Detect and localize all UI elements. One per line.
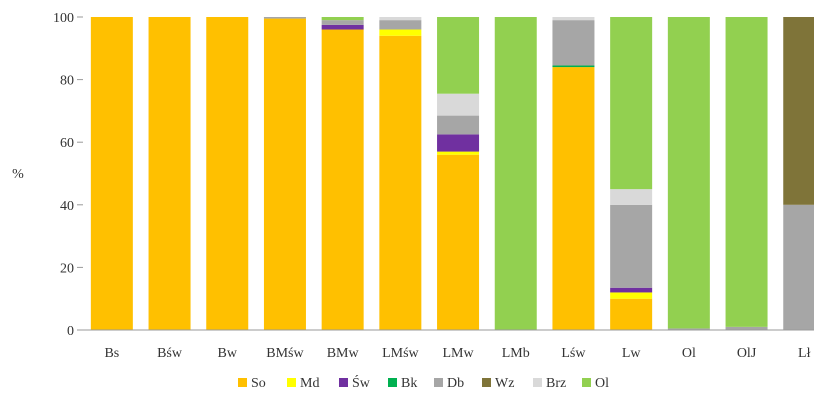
legend-item: Db bbox=[434, 376, 464, 391]
y-axis-title: % bbox=[12, 167, 24, 182]
bar-stack-5 bbox=[379, 17, 422, 330]
x-tick-label: LMw bbox=[442, 346, 474, 361]
bar-segment bbox=[437, 115, 480, 135]
bar-segment bbox=[379, 20, 422, 30]
bar-segment bbox=[494, 17, 537, 330]
legend-label: Św bbox=[352, 374, 371, 391]
legend-item: So bbox=[238, 376, 266, 391]
bar-segment bbox=[437, 151, 480, 155]
x-tick-label: BMw bbox=[327, 346, 360, 361]
x-tick-label: OlJ bbox=[737, 346, 757, 361]
legend-label: Db bbox=[447, 376, 464, 391]
y-axis: 0 20 40 60 80 100 bbox=[53, 11, 83, 339]
bar-stack-12 bbox=[783, 17, 814, 330]
bar-stack-9 bbox=[610, 17, 653, 330]
bar-segment bbox=[725, 326, 768, 330]
legend-label: Ol bbox=[595, 376, 609, 391]
bar-segment bbox=[552, 17, 595, 21]
x-tick-label: LMb bbox=[502, 346, 530, 361]
legend-swatch bbox=[388, 378, 397, 387]
legend-item: Bk bbox=[388, 376, 417, 391]
bar-segment bbox=[610, 287, 653, 293]
bar-segment bbox=[321, 17, 364, 21]
bar-segment bbox=[610, 204, 653, 288]
legend-label: Brz bbox=[546, 376, 566, 391]
bar-segment bbox=[263, 17, 306, 19]
y-tick-label: 60 bbox=[60, 136, 74, 151]
bar-segment bbox=[552, 20, 595, 66]
bar-segment bbox=[437, 154, 480, 330]
bar-segment bbox=[90, 17, 133, 330]
bar-stack-11 bbox=[725, 17, 768, 330]
x-tick-label: Bs bbox=[104, 346, 119, 361]
legend-swatch bbox=[287, 378, 296, 387]
bar-segment bbox=[667, 17, 710, 329]
bar-segment bbox=[379, 35, 422, 330]
y-tick-label: 20 bbox=[60, 261, 74, 276]
bar-segment bbox=[610, 17, 653, 190]
bar-stack-1 bbox=[148, 17, 191, 330]
legend-swatch bbox=[238, 378, 247, 387]
x-axis-labels: Bs Bśw Bw BMśw BMw LMśw LMw LMb Lśw Lw Ol OlJ Lł bbox=[104, 346, 810, 361]
legend-swatch bbox=[533, 378, 542, 387]
bar-segment bbox=[148, 17, 191, 330]
x-tick-label: Lśw bbox=[561, 346, 586, 361]
legend-item: Wz bbox=[482, 376, 514, 391]
bars bbox=[90, 17, 814, 331]
bar-segment bbox=[610, 298, 653, 330]
bar-stack-7 bbox=[494, 17, 537, 330]
x-tick-label: Ol bbox=[682, 346, 696, 361]
legend-label: Wz bbox=[495, 376, 514, 391]
bar-stack-10 bbox=[667, 17, 710, 330]
bar-segment bbox=[610, 189, 653, 205]
bar-stack-6 bbox=[437, 17, 480, 330]
legend-swatch bbox=[582, 378, 591, 387]
bar-segment bbox=[437, 17, 480, 94]
bar-segment bbox=[263, 18, 306, 330]
bar-stack-0 bbox=[90, 17, 133, 330]
legend: So Md Św Bk Db Wz Brz Ol bbox=[238, 374, 609, 391]
x-tick-label: LMśw bbox=[382, 346, 419, 361]
bar-segment bbox=[552, 67, 595, 330]
legend-item: Św bbox=[339, 374, 371, 391]
legend-label: Bk bbox=[401, 376, 417, 391]
bar-stack-2 bbox=[206, 17, 249, 330]
bar-segment bbox=[379, 17, 422, 21]
bar-segment bbox=[206, 17, 249, 330]
y-tick-label: 80 bbox=[60, 74, 74, 89]
bar-segment bbox=[725, 17, 768, 327]
bar-stack-8 bbox=[552, 17, 595, 330]
legend-item: Md bbox=[287, 376, 319, 391]
x-tick-label: BMśw bbox=[266, 346, 304, 361]
bar-segment bbox=[783, 17, 814, 205]
legend-item: Ol bbox=[582, 376, 609, 391]
y-tick-label: 0 bbox=[67, 324, 74, 339]
bar-segment bbox=[379, 29, 422, 36]
x-tick-label: Lw bbox=[622, 346, 642, 361]
legend-swatch bbox=[434, 378, 443, 387]
bar-stack-3 bbox=[263, 17, 306, 330]
x-tick-label: Bw bbox=[218, 346, 238, 361]
legend-swatch bbox=[482, 378, 491, 387]
x-tick-label: Bśw bbox=[157, 346, 183, 361]
bar-segment bbox=[552, 65, 595, 68]
y-tick-label: 40 bbox=[60, 199, 74, 214]
bar-segment bbox=[667, 328, 710, 330]
bar-segment bbox=[437, 93, 480, 116]
bar-segment bbox=[321, 29, 364, 331]
legend-label: So bbox=[251, 376, 266, 391]
bar-segment bbox=[321, 20, 364, 25]
y-tick-label: 100 bbox=[53, 11, 74, 26]
legend-swatch bbox=[339, 378, 348, 387]
bar-segment bbox=[783, 204, 814, 330]
bar-stack-4 bbox=[321, 17, 364, 331]
bar-segment bbox=[437, 134, 480, 152]
x-tick-label: Lł bbox=[798, 346, 811, 361]
legend-item: Brz bbox=[533, 376, 566, 391]
legend-label: Md bbox=[300, 376, 319, 391]
bar-segment bbox=[321, 24, 364, 30]
bar-segment bbox=[610, 292, 653, 299]
